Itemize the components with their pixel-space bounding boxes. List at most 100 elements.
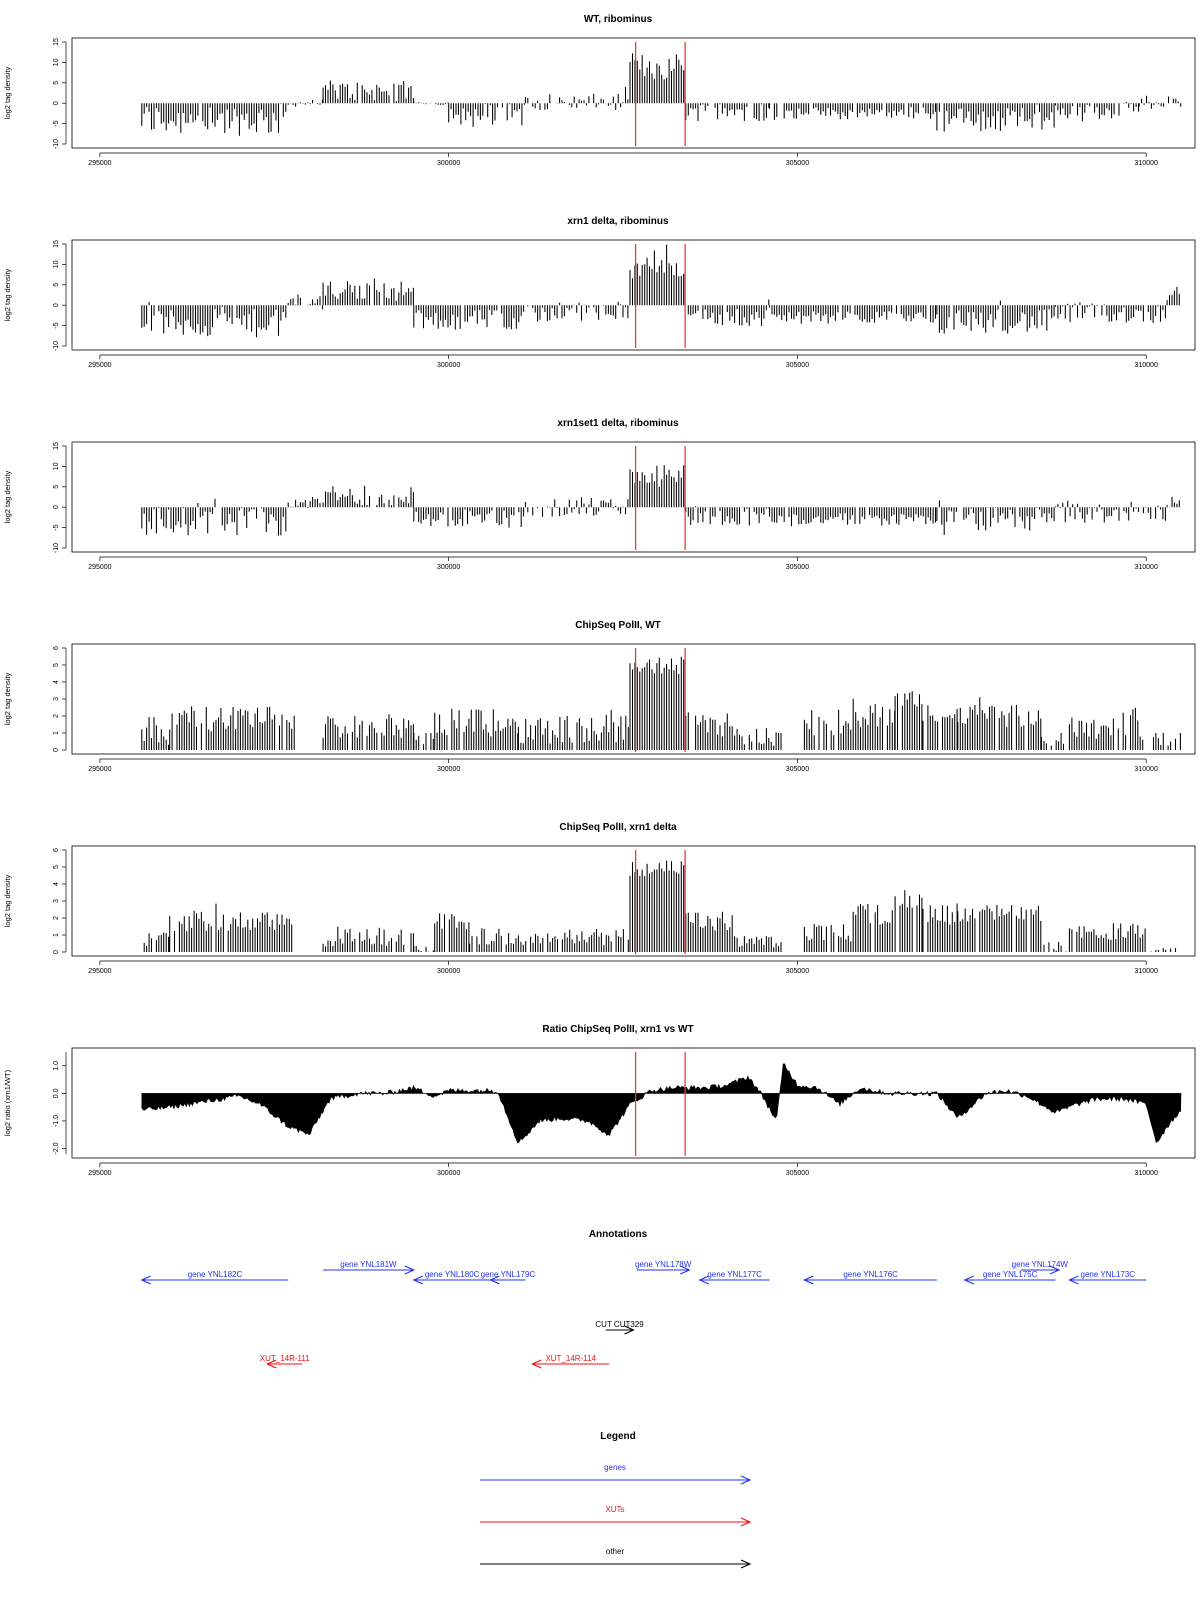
track-panel: xrn1set1 delta, ribominus -10 -5 0 5 10 15 log2… <box>3 418 1196 571</box>
panel-title: ChipSeq PolII, WT <box>575 620 661 631</box>
y-tick-label: 15 <box>53 240 60 248</box>
y-tick-label: 5 <box>53 81 60 85</box>
feature-label: gene YNL176C <box>843 1270 898 1279</box>
x-tick-label: 305000 <box>786 564 809 571</box>
y-tick-label: 15 <box>53 442 60 450</box>
feature-label: CUT CUT329 <box>595 1320 644 1329</box>
y-axis-label: log2 tag density <box>3 672 12 725</box>
x-tick-label: 300000 <box>437 1170 460 1177</box>
y-tick-label: 6 <box>53 848 60 852</box>
x-tick-label: 310000 <box>1134 160 1157 167</box>
y-tick-label: 2 <box>53 916 60 920</box>
data-bars <box>141 465 1180 536</box>
x-tick-label: 310000 <box>1134 564 1157 571</box>
track-panel: ChipSeq PolII, WT 0 1 2 3 4 5 6 log2 tag density… <box>3 620 1196 773</box>
y-tick-label: -1.0 <box>53 1115 60 1127</box>
feature-arrow <box>140 1275 289 1285</box>
y-tick-label: 0.0 <box>53 1088 60 1098</box>
data-bars <box>141 656 1181 750</box>
y-tick-label: 0 <box>53 101 60 105</box>
legend-label: XUTs <box>605 1505 624 1514</box>
feature-arrow <box>489 1275 526 1285</box>
series-data <box>141 656 1181 750</box>
y-tick-label: 1 <box>53 731 60 735</box>
y-axis-label: log2 tag density <box>3 874 12 927</box>
y-tick-label: 5 <box>53 283 60 287</box>
legend-arrow <box>480 1559 752 1569</box>
data-bars <box>141 53 1182 136</box>
x-tick-label: 295000 <box>88 160 111 167</box>
track-panel: WT, ribominus -10 -5 0 5 10 15 log2 tag density… <box>3 14 1196 167</box>
feature-arrow <box>698 1275 770 1285</box>
y-tick-label: -5 <box>53 524 60 530</box>
y-tick-label: 3 <box>53 697 60 701</box>
x-tick-label: 300000 <box>437 766 460 773</box>
track-panel: Ratio ChipSeq PolII, xrn1 vs WT -2.0 -1.0 0… <box>3 1024 1196 1177</box>
x-tick-label: 295000 <box>88 968 111 975</box>
feature-label: gene YNL180C <box>425 1270 480 1279</box>
x-tick-label: 305000 <box>786 968 809 975</box>
x-tick-label: 300000 <box>437 160 460 167</box>
legend-entries: genes XUTs other <box>480 1463 752 1569</box>
feature-label: gene YNL181W <box>340 1260 397 1269</box>
plot-frame <box>71 37 1196 149</box>
feature-label: gene YNL179C <box>481 1270 536 1279</box>
legend-arrow <box>480 1517 752 1527</box>
feature-label: XUT_14R-111 <box>260 1354 311 1363</box>
series-data <box>143 860 1177 952</box>
feature-label: gene YNL174W <box>1012 1260 1069 1269</box>
y-tick-label: 0 <box>53 950 60 954</box>
x-tick-label: 305000 <box>786 1170 809 1177</box>
y-tick-label: 1 <box>53 933 60 937</box>
feature-arrow <box>1020 1265 1061 1275</box>
feature-arrow <box>963 1275 1056 1285</box>
annotations-panel: Annotations gene YNL182C gene YNL181W gene… <box>140 1229 1147 1369</box>
x-tick-label: 305000 <box>786 362 809 369</box>
y-tick-label: 1.0 <box>53 1061 60 1071</box>
y-tick-label: -10 <box>53 139 60 149</box>
y-tick-label: 5 <box>53 663 60 667</box>
y-tick-label: 0 <box>53 505 60 509</box>
panel-title: xrn1 delta, ribominus <box>567 216 669 227</box>
legend-panel: Legend genes XUTs other <box>480 1431 752 1569</box>
track-panel: ChipSeq PolII, xrn1 delta 0 1 2 3 4 5 6 log2 tag… <box>3 822 1196 975</box>
y-tick-label: -5 <box>53 120 60 126</box>
series-data <box>141 465 1180 536</box>
feature-label: gene YNL178W <box>635 1260 692 1269</box>
y-tick-label: 5 <box>53 485 60 489</box>
y-tick-label: -10 <box>53 543 60 553</box>
x-tick-label: 300000 <box>437 968 460 975</box>
feature-label: XUT_14R-114 <box>545 1354 596 1363</box>
x-tick-label: 305000 <box>786 160 809 167</box>
x-tick-label: 295000 <box>88 362 111 369</box>
legend-label: genes <box>604 1463 626 1472</box>
y-tick-label: -5 <box>53 322 60 328</box>
feature-label: gene YNL173C <box>1081 1270 1136 1279</box>
track-panel: xrn1 delta, ribominus -10 -5 0 5 10 15 log2 tag… <box>3 216 1196 369</box>
panel-title: ChipSeq PolII, xrn1 delta <box>559 822 677 833</box>
plot-frame <box>71 239 1196 351</box>
legend-arrow <box>480 1475 752 1485</box>
annotations-title: Annotations <box>589 1229 648 1240</box>
x-tick-label: 310000 <box>1134 968 1157 975</box>
y-tick-label: 4 <box>53 882 60 886</box>
panel-title: Ratio ChipSeq PolII, xrn1 vs WT <box>542 1024 693 1035</box>
y-tick-label: 0 <box>53 303 60 307</box>
x-tick-label: 305000 <box>786 766 809 773</box>
feature-arrow <box>605 1325 635 1335</box>
series-data <box>141 244 1180 338</box>
y-tick-label: 0 <box>53 748 60 752</box>
y-tick-label: -2.0 <box>53 1142 60 1154</box>
feature-arrow <box>636 1265 691 1275</box>
y-tick-label: 3 <box>53 899 60 903</box>
y-tick-label: -10 <box>53 341 60 351</box>
plot-frame <box>71 845 1196 957</box>
feature-label: gene YNL182C <box>188 1270 243 1279</box>
y-axis-label: log2 tag density <box>3 66 12 119</box>
legend-title: Legend <box>600 1431 636 1442</box>
x-tick-label: 310000 <box>1134 362 1157 369</box>
y-tick-label: 2 <box>53 714 60 718</box>
